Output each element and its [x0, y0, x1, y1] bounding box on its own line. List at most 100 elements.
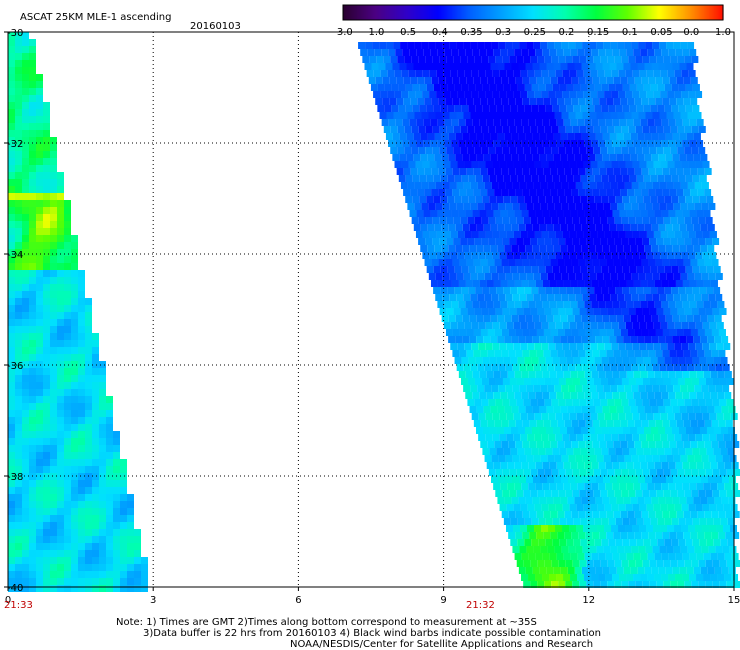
swath-cell: [15, 214, 22, 221]
swath-cell: [549, 392, 557, 399]
colorbar-segment: [582, 5, 585, 20]
swath-cell: [575, 546, 583, 553]
swath-cell: [491, 476, 498, 483]
swath-cell: [50, 347, 57, 354]
swath-cell: [471, 343, 479, 350]
swath-cell: [707, 406, 715, 413]
swath-cell: [535, 483, 543, 490]
swath-cell: [22, 340, 29, 347]
swath-cell: [551, 217, 559, 224]
swath-cell: [50, 424, 57, 431]
swath-cell: [633, 574, 641, 581]
swath-cell: [514, 280, 522, 287]
swath-cell: [611, 322, 619, 329]
swath-cell: [550, 259, 558, 266]
swath-cell: [697, 168, 705, 175]
swath-cell: [57, 466, 64, 473]
swath-cell: [485, 231, 493, 238]
swath-cell: [624, 182, 632, 189]
swath-cell: [660, 252, 668, 259]
swath-cell: [598, 119, 606, 126]
swath-cell: [458, 301, 466, 308]
swath-cell: [36, 291, 43, 298]
swath-cell: [64, 312, 71, 319]
swath-cell: [554, 546, 562, 553]
swath-cell: [659, 42, 667, 49]
swath-cell: [647, 280, 655, 287]
swath-cell: [606, 532, 614, 539]
swath-cell: [85, 536, 92, 543]
swath-cell: [64, 382, 71, 389]
swath-cell: [706, 427, 714, 434]
swath-cell: [525, 497, 533, 504]
swath-cell: [662, 77, 670, 84]
swath-cell: [450, 161, 458, 168]
swath-cell: [584, 140, 592, 147]
swath-cell: [675, 462, 683, 469]
swath-cell: [694, 182, 702, 189]
swath-cell: [8, 144, 15, 151]
swath-cell: [443, 252, 451, 259]
swath-cell: [582, 546, 590, 553]
swath-cell: [653, 413, 661, 420]
swath-cell: [43, 508, 50, 515]
colorbar-segment: [391, 5, 393, 20]
swath-cell: [409, 49, 417, 56]
swath-cell: [584, 301, 592, 308]
swath-cell: [22, 242, 29, 249]
swath-cell: [477, 364, 485, 371]
swath-cell: [725, 441, 733, 448]
swath-cell: [470, 112, 478, 119]
colorbar-segment: [691, 5, 694, 20]
swath-cell: [518, 406, 526, 413]
swath-cell: [555, 231, 563, 238]
swath-cell: [78, 347, 85, 354]
swath-cell: [561, 546, 569, 553]
swath-cell: [452, 350, 460, 357]
colorbar-segment: [484, 5, 487, 20]
swath-cell: [574, 133, 582, 140]
swath-cell: [594, 266, 602, 273]
swath-cell: [43, 298, 50, 305]
swath-cell: [497, 224, 505, 231]
swath-cell: [43, 578, 50, 585]
swath-cell: [684, 581, 692, 588]
swath-cell: [113, 438, 120, 445]
swath-cell: [482, 196, 490, 203]
swath-cell: [29, 144, 36, 151]
swath-cell: [567, 406, 575, 413]
swath-cell: [607, 56, 615, 63]
swath-cell: [71, 291, 78, 298]
swath-cell: [631, 182, 639, 189]
swath-cell: [571, 420, 579, 427]
swath-cell: [557, 532, 565, 539]
swath-cell: [15, 249, 22, 256]
swath-cell: [690, 77, 698, 84]
swath-cell: [500, 483, 508, 490]
colorbar-segment: [474, 5, 477, 20]
swath-cell: [502, 399, 510, 406]
swath-cell: [571, 189, 579, 196]
swath-cell: [677, 399, 685, 406]
swath-cell: [622, 427, 630, 434]
swath-cell: [590, 252, 598, 259]
swath-cell: [85, 445, 92, 452]
swath-cell: [670, 147, 678, 154]
swath-cell: [530, 147, 538, 154]
swath-cell: [99, 368, 106, 375]
swath-cell: [579, 126, 587, 133]
swath-cell: [470, 182, 478, 189]
swath-cell: [625, 161, 633, 168]
swath-cell: [463, 385, 471, 392]
swath-cell: [113, 557, 120, 564]
swath-cell: [592, 511, 600, 518]
swath-cell: [601, 518, 609, 525]
swath-cell: [465, 49, 473, 56]
swath-cell: [653, 91, 661, 98]
swath-cell: [520, 343, 528, 350]
swath-cell: [50, 410, 57, 417]
swath-cell: [629, 105, 637, 112]
swath-cell: [36, 557, 43, 564]
swath-cell: [492, 434, 500, 441]
swath-cell: [498, 182, 506, 189]
